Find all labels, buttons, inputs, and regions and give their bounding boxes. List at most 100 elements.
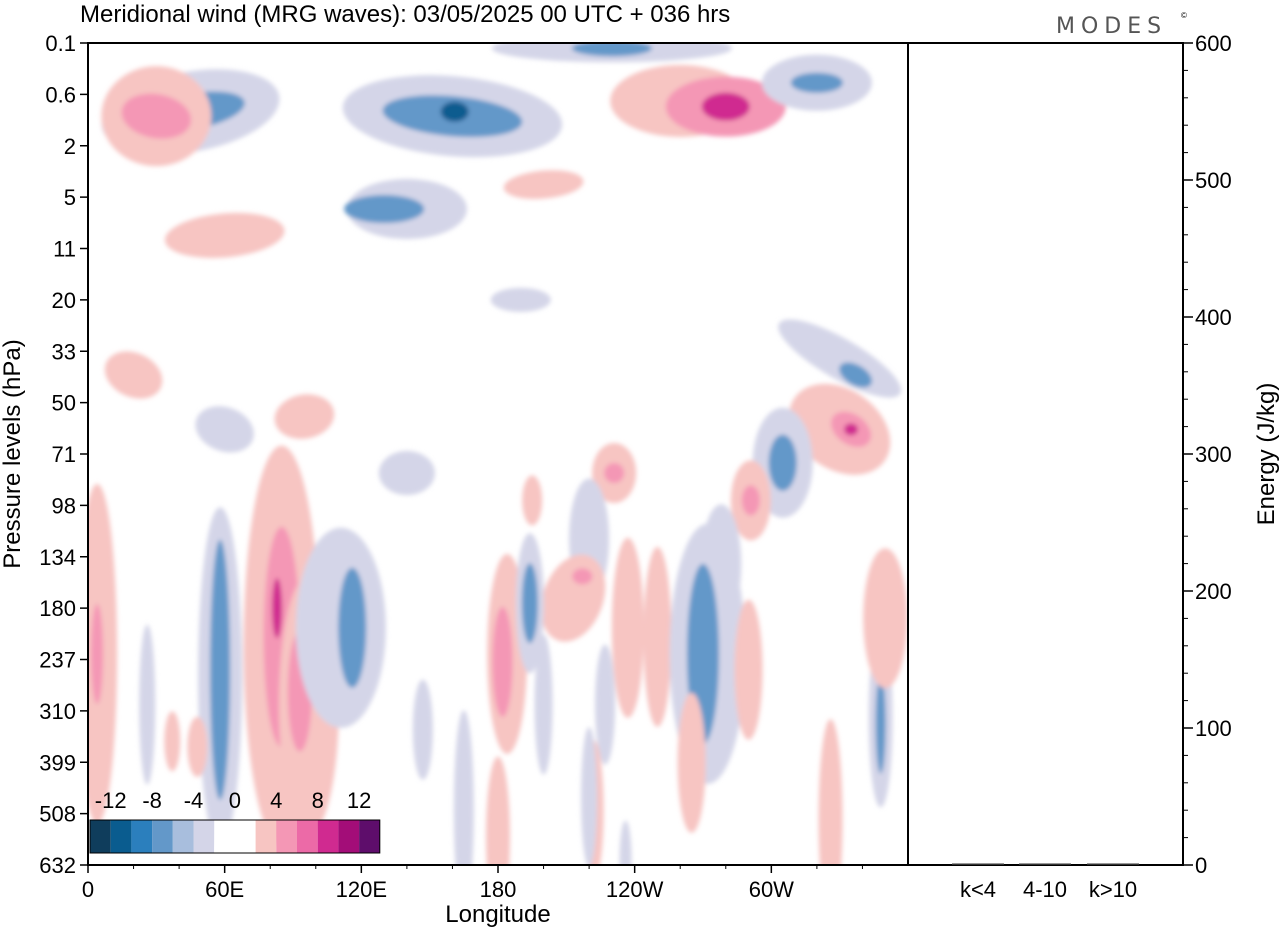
colorbar-swatch [193,820,215,853]
contour-blob [121,93,192,139]
contour-blob [595,644,616,765]
chart-title: Meridional wind (MRG waves): 03/05/2025 … [80,1,730,28]
colorbar-swatch [297,820,318,853]
energy-panel-frame [907,42,1184,866]
contour-fill-layer [88,43,908,865]
colorbar: -12 -8 -4 0 4 8 12 [89,788,381,854]
energy-category-label: k>10 [1089,877,1137,902]
contour-blob [818,719,843,865]
contour-blob [91,603,104,704]
colorbar-swatch [338,820,360,853]
contour-blob [741,485,760,516]
contour-blob [164,711,181,772]
contour-blob [619,820,632,865]
contour-blob [503,170,584,199]
colorbar-label: -4 [184,788,204,813]
colorbar-labels: -12 -8 -4 0 4 8 12 [95,788,372,813]
wind-field-plot: 0 60E 120E 180 120W 60W 0.1 0.6 2 5 11 20 33 50 71 98 1… [0,31,909,928]
energy-tick-label: 0 [1195,853,1207,878]
colorbar-label: -12 [95,788,127,813]
contour-blob [440,101,469,122]
contour-blob [768,434,797,491]
contour-blob [534,634,553,775]
logo-mark: © [1181,11,1187,20]
contour-blob [571,43,652,57]
contour-blob [581,727,598,865]
energy-bar [952,863,1004,865]
colorbar-swatch [152,820,173,853]
contour-blob [604,463,625,484]
contour-blob [677,692,706,833]
y-tick-label: 50 [52,391,76,416]
y-tick-label: 33 [52,339,76,364]
y-tick-label: 2 [64,134,76,159]
y-tick-label: 310 [39,699,76,724]
y-tick-label: 134 [39,545,76,570]
y-tick-label: 98 [52,493,76,518]
x-tick-label: 120W [606,877,664,902]
y-tick-label: 508 [39,802,76,827]
energy-category-label: 4-10 [1023,877,1067,902]
colorbar-swatch [359,820,380,853]
colorbar-swatch [110,820,132,853]
y-tick-label: 5 [64,185,76,210]
y-tick-label: 0.1 [45,31,76,56]
colorbar-swatch [276,820,297,853]
energy-tick-label: 100 [1195,716,1232,741]
contour-blob [378,451,435,496]
contour-blob [210,539,231,800]
y-tick-label: 632 [39,853,76,878]
contour-blob [521,563,538,644]
colorbar-swatch [172,820,194,853]
energy-category-label: k<4 [960,877,996,902]
colorbar-swatch [317,820,339,853]
contour-blob [734,599,763,740]
logo-text: MODES [1056,14,1167,39]
colorbar-swatch [131,820,153,853]
x-tick-label: 60E [205,877,244,902]
contour-blob [195,406,254,453]
contour-blob [863,548,908,689]
x-tick-label: 180 [480,877,517,902]
contour-blob [338,567,367,688]
energy-bar [1019,863,1071,865]
energy-axis-label: Energy (J/kg) [1253,383,1280,526]
energy-tick-label: 500 [1195,168,1232,193]
x-axis: 0 60E 120E 180 120W 60W [82,865,863,902]
contour-blob [453,710,474,865]
contour-blob [344,195,425,224]
contour-blob [187,716,208,777]
contour-blob [486,756,510,865]
contour-blob [412,679,433,780]
contour-blob [701,92,750,121]
x-tick-label: 0 [82,877,94,902]
y-axis: 0.1 0.6 2 5 11 20 33 50 71 98 134 180 237 310 399 508 63… [39,31,88,878]
colorbar-label: 12 [347,788,371,813]
colorbar-swatch [234,820,256,853]
contour-blob [844,423,859,436]
contour-blob [272,578,283,639]
x-axis-label: Longitude [445,901,550,928]
contour-blob [164,212,285,258]
energy-categories: k<4 4-10 k>10 [960,877,1137,902]
y-axis-label: Pressure levels (hPa) [0,339,26,568]
x-tick-label: 120E [336,877,387,902]
contour-blob [490,287,551,312]
energy-tick-label: 200 [1195,579,1232,604]
contour-blob [104,351,163,399]
contour-blob [643,546,672,727]
colorbar-frame [89,819,381,854]
contour-blob [790,72,843,93]
y-tick-label: 237 [39,648,76,673]
contour-blob [492,606,513,717]
colorbar-swatch [214,820,235,853]
contour-blob [611,537,644,718]
energy-tick-label: 600 [1195,31,1232,56]
y-tick-label: 399 [39,750,76,775]
y-tick-label: 20 [52,288,76,313]
y-tick-label: 0.6 [45,82,76,107]
x-tick-label: 60W [749,877,794,902]
colorbar-label: 4 [270,788,282,813]
y-tick-label: 11 [53,237,76,262]
